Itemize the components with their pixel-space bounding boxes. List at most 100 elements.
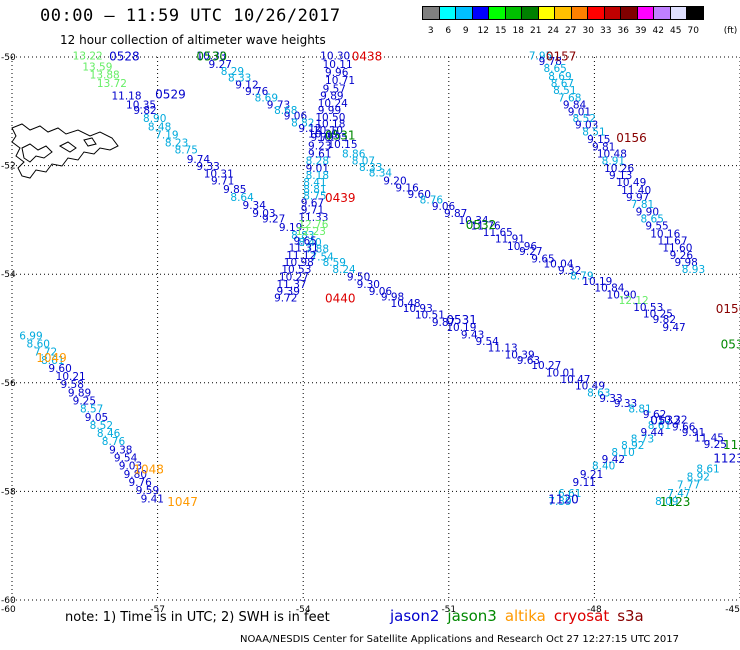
swh-value: 10.11	[323, 59, 353, 71]
swh-value: 10.96	[507, 241, 537, 253]
swh-value: 7.77	[677, 480, 700, 492]
swh-value: 9.84	[563, 100, 587, 112]
credit-line: NOAA/NESDIS Center for Satellite Applica…	[240, 634, 679, 645]
pass-time-label: 0531	[721, 338, 740, 352]
swh-value: 10.19	[582, 276, 612, 288]
swh-value: 8.61	[648, 420, 671, 432]
swh-value: 10.04	[543, 259, 573, 271]
footnote: note: 1) Time is in UTC; 2) SWH is in fe…	[65, 610, 330, 625]
swh-value: 10.18	[315, 119, 345, 131]
swh-value: 11.60	[662, 242, 692, 254]
swh-value: 10.39	[505, 349, 535, 361]
swh-value: 7.54	[310, 252, 334, 264]
swh-value: 8.33	[359, 162, 382, 174]
swh-value: 9.05	[85, 412, 108, 424]
swh-value: 8.68	[274, 105, 297, 117]
swh-value: 10.15	[327, 139, 357, 151]
swh-value: 9.15	[587, 134, 610, 146]
swh-value: 9.43	[461, 329, 484, 341]
swh-value: 10.01	[546, 367, 576, 379]
swh-value: 9.57	[323, 83, 346, 95]
swh-value: 8.65	[543, 63, 566, 75]
swh-value: 8.90	[143, 113, 166, 125]
pass-time-label: 0440	[325, 291, 356, 305]
swh-value: 9.80	[124, 469, 147, 481]
swh-value: 10.49	[575, 380, 605, 392]
legend-swatch	[686, 6, 704, 20]
pass-time-label: 0439	[325, 191, 356, 205]
swh-value: 10.33	[196, 51, 226, 63]
pass-time-label: 0531	[325, 128, 356, 142]
swh-value: 9.71	[301, 204, 324, 216]
swh-value: 8.93	[682, 264, 705, 276]
swh-value: 8.59	[323, 257, 346, 269]
swh-value: 9.62	[643, 409, 666, 421]
swh-value: 11.18	[111, 90, 141, 102]
pass-time-label: 1047	[167, 495, 198, 509]
swh-value: 10.49	[616, 177, 646, 189]
swh-value: 8.64	[230, 192, 254, 204]
swh-value: 10.53	[281, 264, 311, 276]
swh-value: 7.72	[34, 347, 57, 359]
swh-value: 8.46	[97, 428, 121, 440]
swh-value: 9.81	[592, 141, 615, 153]
swh-value: 9.99	[318, 105, 341, 117]
swh-value: 10.24	[318, 98, 348, 110]
swh-value: 10.19	[446, 322, 476, 334]
swh-value: 9.65	[531, 253, 554, 265]
legend-label: 45	[670, 26, 682, 36]
swh-value: 10.71	[325, 75, 355, 87]
swh-value: 11.37	[277, 279, 307, 291]
swh-value: 9.27	[262, 214, 285, 226]
swh-value: 8.61	[696, 463, 719, 475]
swh-value: 11.91	[495, 234, 525, 246]
swh-value: 9.06	[369, 286, 393, 298]
swh-value: 7.19	[155, 129, 178, 141]
swh-value: 10.25	[643, 309, 673, 321]
swh-value: 10.35	[126, 100, 156, 112]
swh-value: 9.73	[267, 100, 290, 112]
pass-time-label: 1048	[133, 462, 164, 476]
pass-time-label: 0157	[546, 50, 577, 64]
swh-value: 7.39	[548, 496, 571, 508]
swh-value: 12.76	[298, 219, 328, 231]
swh-value: 8.60	[27, 339, 50, 351]
swh-value: 9.89	[320, 90, 343, 102]
pass-time-label: 1120	[548, 492, 579, 506]
swh-value: 9.87	[444, 208, 467, 220]
swh-value: 9.12	[235, 79, 258, 91]
swh-value: 10.48	[597, 148, 627, 160]
swh-value: 9.61	[308, 148, 331, 160]
swh-value: 8.28	[306, 156, 329, 168]
swh-value: 8.63	[587, 387, 610, 399]
lat-label: -58	[1, 487, 16, 497]
swh-value: 9.76	[128, 477, 152, 489]
swh-value: 10.53	[633, 302, 663, 314]
lon-label: -54	[296, 605, 311, 615]
swh-value: 7.88	[306, 243, 329, 255]
swh-value: 10.32	[657, 415, 687, 427]
swh-value: 8.69	[255, 93, 278, 105]
swh-value: 6.61	[558, 488, 581, 500]
swh-value: 10.51	[415, 310, 445, 322]
pass-time-label: 0156	[716, 302, 740, 316]
swh-value: 8.76	[102, 436, 126, 448]
swh-value: 9.71	[211, 176, 234, 188]
swh-value: 8.92	[687, 472, 710, 484]
swh-value: 9.65	[293, 235, 316, 247]
swh-value: 9.03	[119, 461, 142, 473]
satellite-legend-jason3: jason3	[447, 607, 497, 625]
swh-value: 9.87	[432, 317, 455, 329]
swh-value: 10.50	[315, 112, 345, 124]
legend-label: 27	[565, 26, 577, 36]
swh-value: 10.95	[318, 132, 348, 144]
swh-value: 9.79	[310, 132, 333, 144]
swh-value: 9.32	[558, 265, 581, 277]
swh-value: 8.09	[655, 496, 678, 508]
satellite-legend-cryosat: cryosat	[553, 607, 610, 625]
swh-value: 9.38	[109, 444, 132, 456]
swh-value: 8.40	[592, 461, 615, 473]
pass-time-label: 1123	[660, 495, 691, 509]
legend-label: 36	[617, 26, 629, 36]
swh-value: 8.83	[291, 230, 314, 242]
